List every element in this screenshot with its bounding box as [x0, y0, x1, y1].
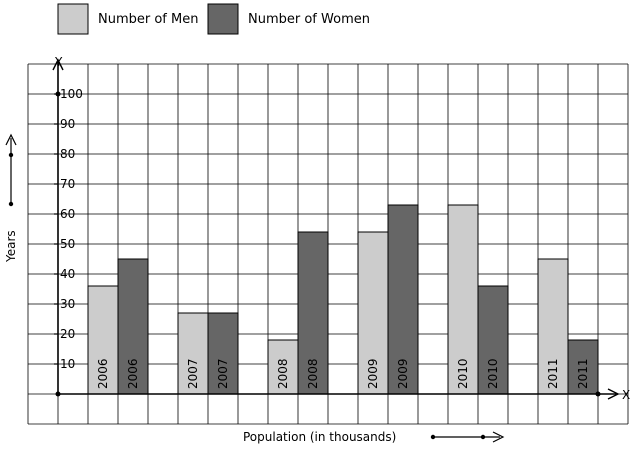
bar-label-men-2007: 2007 [186, 358, 200, 389]
y-tick-label: 100 [60, 87, 83, 101]
y-tick-label: 80 [60, 147, 75, 161]
bar-men-2008 [267, 339, 299, 395]
bar-label-women-2008: 2008 [306, 358, 320, 389]
y-tick-labels: 10 20 30 40 50 60 70 80 90 100 [54, 87, 83, 371]
x-axis-end-dot [595, 391, 601, 397]
x-axis-letter: X [622, 388, 630, 402]
y-tick-label: 40 [60, 267, 75, 281]
bar-label-men-2008: 2008 [276, 358, 290, 389]
y-tick-label: 10 [60, 357, 75, 371]
y-axis-letter: Y [54, 55, 63, 69]
legend: Number of Men Number of Women [57, 3, 370, 35]
bar-label-men-2006: 2006 [96, 358, 110, 389]
bar-women-2006 [117, 258, 149, 395]
x-axis-title: Population (in thousands) [243, 430, 396, 444]
x-axis-arrow-icon [607, 388, 620, 400]
x-title-arrow-icon [430, 431, 505, 443]
bar-men-2010 [447, 204, 479, 395]
legend-label-women: Number of Women [248, 12, 370, 27]
bar-label-men-2011: 2011 [546, 358, 560, 389]
y-tick-label: 90 [60, 117, 75, 131]
bar-women-2010 [477, 285, 509, 395]
bar-label-women-2006: 2006 [126, 358, 140, 389]
y-tick-label: 60 [60, 207, 75, 221]
bar-women-2007 [207, 312, 239, 395]
origin-dot [55, 391, 61, 397]
legend-swatch-women [207, 3, 239, 35]
y-axis-arrow-icon [52, 58, 64, 71]
bars: 2006 2006 2007 2007 2008 2008 2009 2009 2010 2010… [87, 204, 599, 395]
bar-women-2008 [297, 231, 329, 395]
bar-label-women-2007: 2007 [216, 358, 230, 389]
y-tick-label: 70 [60, 177, 75, 191]
legend-swatch-men [57, 3, 89, 35]
bar-label-women-2011: 2011 [576, 358, 590, 389]
bar-women-2011 [567, 339, 599, 395]
bar-label-women-2009: 2009 [396, 358, 410, 389]
bar-women-2009 [387, 204, 419, 395]
bar-label-men-2010: 2010 [456, 358, 470, 389]
bar-men-2011 [537, 258, 569, 395]
bar-label-women-2010: 2010 [486, 358, 500, 389]
bar-label-men-2009: 2009 [366, 358, 380, 389]
y-title-arrow-icon [5, 133, 17, 207]
bar-men-2006 [87, 285, 119, 395]
y-tick-label: 50 [60, 237, 75, 251]
legend-label-men: Number of Men [98, 12, 198, 27]
y-axis-title: Years [4, 230, 18, 263]
y-tick-label: 30 [60, 297, 75, 311]
y-tick-label: 20 [60, 327, 75, 341]
